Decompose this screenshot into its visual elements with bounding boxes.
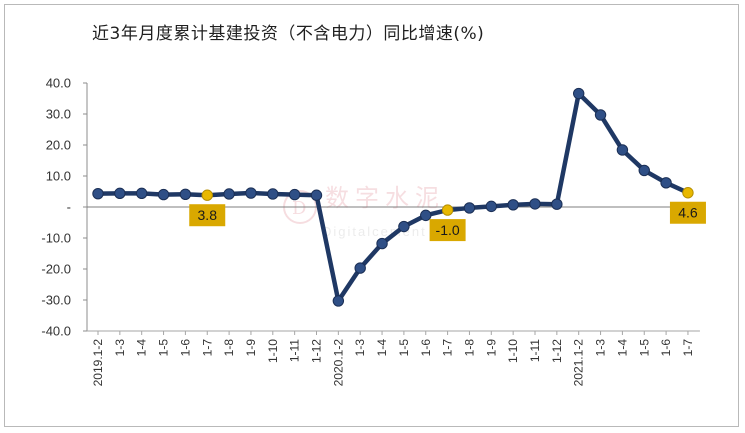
data-point (529, 198, 541, 210)
watermark-text: 数字水泥 (325, 184, 445, 212)
x-tick-label: 1-5 (157, 339, 171, 357)
x-tick-label: 1-3 (353, 339, 367, 357)
x-tick-label: 1-12 (310, 339, 324, 363)
x-tick-label: 1-12 (550, 339, 564, 363)
data-label-box (189, 204, 226, 227)
y-tick-label: 10.0 (46, 169, 71, 184)
data-point (485, 200, 497, 213)
data-point (179, 188, 192, 200)
x-tick-label: 1-10 (266, 339, 280, 363)
x-tick-label: 1-6 (178, 339, 192, 357)
x-tick-label: 1-6 (419, 339, 433, 357)
data-point (398, 220, 410, 233)
data-point (92, 187, 104, 200)
chart-frame (4, 4, 739, 427)
data-point (245, 187, 257, 199)
data-point (332, 295, 345, 307)
x-tick-label: 1-5 (397, 339, 411, 357)
x-tick-label: 1-4 (375, 339, 389, 357)
y-tick-label: -10.0 (41, 231, 71, 246)
x-tick-label: 2019.1-2 (91, 339, 105, 387)
data-point (310, 189, 323, 201)
data-point (463, 202, 476, 214)
y-tick-label: - (67, 200, 71, 215)
y-tick-label: 30.0 (46, 107, 71, 122)
data-point (573, 87, 585, 100)
data-point (420, 209, 432, 222)
data-label: 3.8 (198, 207, 218, 223)
data-point (376, 237, 388, 250)
x-tick-label: 1-8 (462, 339, 476, 357)
data-point (114, 187, 126, 200)
y-tick-label: -20.0 (41, 262, 71, 277)
x-tick-label: 1-8 (222, 339, 236, 357)
x-tick-label: 2021.1-2 (572, 339, 586, 387)
highlight-point (441, 204, 454, 216)
data-point (594, 109, 607, 121)
x-tick-label: 1-11 (528, 339, 542, 362)
highlight-point (201, 189, 213, 201)
svg-text:D: D (292, 198, 306, 219)
series-line (95, 91, 691, 304)
x-tick-label: 1-3 (113, 339, 127, 357)
data-point (223, 188, 235, 200)
watermark-subtext: Digitalcement (322, 224, 427, 239)
data-point (288, 188, 301, 201)
data-point (354, 262, 366, 274)
data-label: 4.6 (678, 205, 698, 221)
data-point (638, 164, 650, 177)
x-tick-label: 1-4 (135, 339, 149, 357)
x-tick-label: 1-5 (637, 339, 651, 357)
data-point (267, 188, 279, 200)
data-point (660, 177, 672, 189)
y-tick-label: 40.0 (46, 76, 71, 91)
x-tick-label: 1-11 (288, 339, 302, 362)
data-point (136, 187, 148, 200)
data-label: -1.0 (436, 222, 460, 238)
chart-title: 近3年月度累计基建投资（不含电力）同比增速(%) (92, 24, 485, 44)
x-tick-label: 1-4 (615, 339, 629, 357)
data-label-box (669, 201, 706, 224)
x-tick-label: 1-7 (441, 339, 455, 357)
y-tick-label: 20.0 (46, 138, 71, 153)
y-tick-label: -30.0 (41, 293, 71, 308)
x-tick-label: 1-7 (681, 339, 695, 357)
data-label-box (429, 219, 466, 242)
x-tick-label: 2020.1-2 (331, 339, 345, 387)
x-tick-label: 1-6 (659, 339, 673, 357)
data-point (616, 144, 629, 156)
x-tick-label: 1-3 (594, 339, 608, 357)
data-point (157, 188, 170, 201)
data-point (551, 198, 563, 210)
x-tick-label: 1-9 (244, 339, 258, 357)
highlight-point (682, 187, 694, 199)
x-tick-label: 1-7 (200, 339, 214, 357)
x-tick-label: 1-10 (506, 339, 520, 363)
watermark-logo: D 数字水泥 Digitalcement (283, 184, 445, 239)
data-point (507, 199, 519, 211)
x-tick-label: 1-9 (484, 339, 498, 357)
y-tick-label: -40.0 (41, 324, 71, 339)
